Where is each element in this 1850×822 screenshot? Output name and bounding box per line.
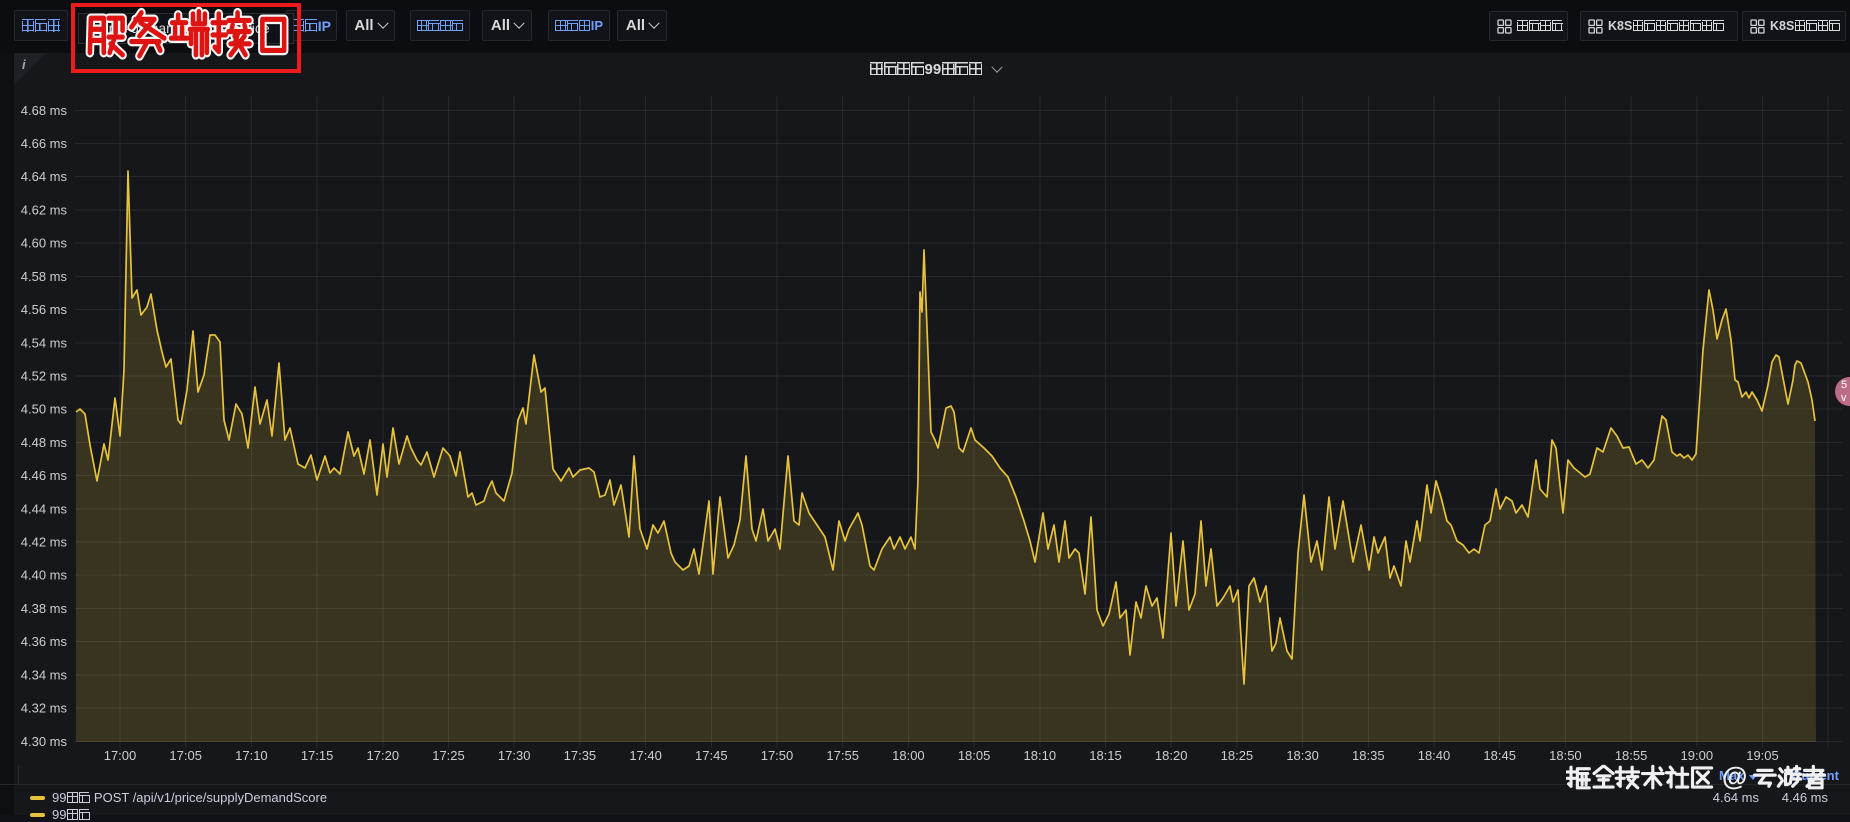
svg-text:4.60 ms: 4.60 ms — [21, 236, 68, 251]
svg-text:4.50 ms: 4.50 ms — [21, 402, 68, 417]
svg-text:4.36 ms: 4.36 ms — [21, 634, 68, 649]
svg-text:17:00: 17:00 — [104, 748, 137, 763]
svg-text:4.68 ms: 4.68 ms — [21, 103, 68, 118]
svg-text:4.58 ms: 4.58 ms — [21, 269, 68, 284]
svg-text:19:05: 19:05 — [1746, 748, 1779, 763]
svg-text:4.52 ms: 4.52 ms — [21, 369, 68, 384]
svg-text:17:45: 17:45 — [695, 748, 728, 763]
svg-text:18:15: 18:15 — [1089, 748, 1122, 763]
svg-text:4.34 ms: 4.34 ms — [21, 667, 68, 682]
svg-text:18:05: 18:05 — [958, 748, 991, 763]
svg-text:4.62 ms: 4.62 ms — [21, 202, 68, 217]
svg-text:18:00: 18:00 — [892, 748, 925, 763]
svg-text:17:10: 17:10 — [235, 748, 268, 763]
svg-text:18:10: 18:10 — [1024, 748, 1057, 763]
svg-text:18:40: 18:40 — [1418, 748, 1451, 763]
svg-text:4.48 ms: 4.48 ms — [21, 435, 68, 450]
svg-text:4.44 ms: 4.44 ms — [21, 501, 68, 516]
svg-text:4.42 ms: 4.42 ms — [21, 535, 68, 550]
svg-text:19:00: 19:00 — [1681, 748, 1714, 763]
svg-text:4.46 ms: 4.46 ms — [21, 468, 68, 483]
svg-text:4.66 ms: 4.66 ms — [21, 136, 68, 151]
svg-text:18:45: 18:45 — [1483, 748, 1516, 763]
svg-text:17:55: 17:55 — [826, 748, 859, 763]
svg-text:4.54 ms: 4.54 ms — [21, 335, 68, 350]
svg-text:17:20: 17:20 — [367, 748, 400, 763]
svg-text:4.38 ms: 4.38 ms — [21, 601, 68, 616]
svg-text:4.40 ms: 4.40 ms — [21, 568, 68, 583]
svg-text:17:35: 17:35 — [564, 748, 597, 763]
svg-text:4.32 ms: 4.32 ms — [21, 701, 68, 716]
svg-text:18:25: 18:25 — [1221, 748, 1254, 763]
svg-text:17:40: 17:40 — [629, 748, 662, 763]
svg-text:4.64 ms: 4.64 ms — [21, 169, 68, 184]
svg-text:17:05: 17:05 — [169, 748, 202, 763]
svg-text:4.30 ms: 4.30 ms — [21, 734, 68, 749]
svg-text:4.56 ms: 4.56 ms — [21, 302, 68, 317]
svg-text:17:15: 17:15 — [301, 748, 334, 763]
svg-text:18:20: 18:20 — [1155, 748, 1188, 763]
svg-text:18:30: 18:30 — [1286, 748, 1319, 763]
svg-text:17:25: 17:25 — [432, 748, 465, 763]
svg-text:17:30: 17:30 — [498, 748, 531, 763]
svg-text:17:50: 17:50 — [761, 748, 794, 763]
svg-text:18:55: 18:55 — [1615, 748, 1648, 763]
svg-text:18:50: 18:50 — [1549, 748, 1582, 763]
svg-text:18:35: 18:35 — [1352, 748, 1385, 763]
